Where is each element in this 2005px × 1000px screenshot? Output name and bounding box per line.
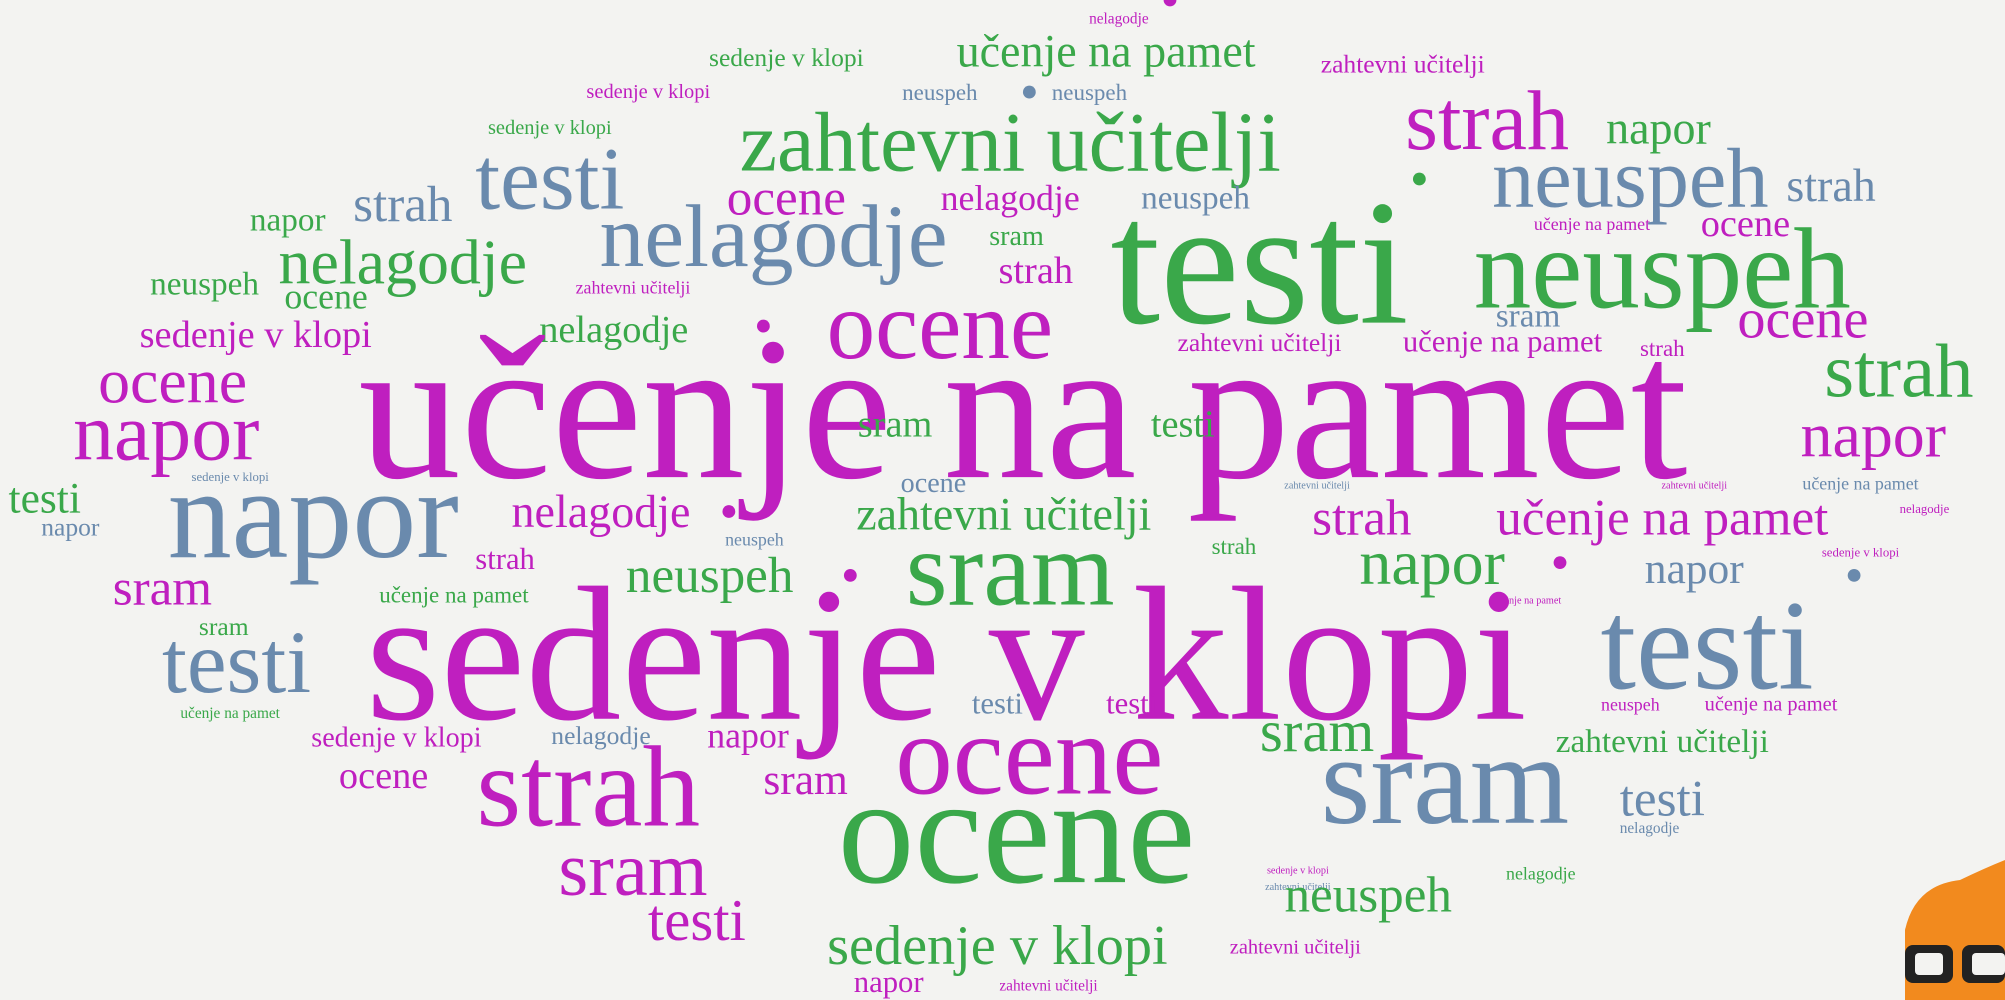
word: napor [41, 512, 100, 541]
word: zahtevni učitelji [1556, 723, 1769, 760]
word: učenje na pamet [180, 705, 280, 722]
dot [722, 505, 735, 518]
word: strah [353, 176, 452, 233]
word: testi [1151, 404, 1215, 446]
word: nelagodje [941, 178, 1080, 218]
logo-lens [1972, 953, 2005, 975]
dot [1554, 556, 1567, 569]
word: sedenje v klopi [1822, 545, 1900, 559]
word: nelagodje [1900, 502, 1950, 516]
dot [1023, 86, 1036, 99]
word: neuspeh [1284, 867, 1452, 924]
dot [1413, 173, 1426, 186]
word: učenje na pamet [1496, 489, 1828, 546]
word: sram [113, 560, 212, 617]
word: sedenje v klopi [311, 722, 481, 753]
word: testi [162, 613, 311, 712]
word: zahtevni učitelji [999, 977, 1097, 994]
word: ocene [838, 746, 1196, 916]
word: testi [648, 888, 746, 953]
word: sram [763, 756, 848, 804]
dot [1848, 569, 1861, 582]
word: ocene [339, 755, 428, 797]
word: napor [854, 965, 924, 999]
word: učenje na pamet [1705, 694, 1838, 716]
word: napor [1801, 399, 1947, 470]
word: sram [1321, 709, 1570, 851]
word: napor [707, 715, 789, 755]
word: zahtevni učitelji [576, 278, 691, 298]
word: neuspeh [1601, 695, 1660, 715]
word: sram [858, 404, 933, 446]
word: sedenje v klopi [709, 43, 864, 72]
word: neuspeh [150, 265, 259, 302]
dot [757, 320, 770, 333]
word: nelagodje [1620, 820, 1680, 837]
logo-lens [1915, 953, 1943, 975]
dot [844, 569, 857, 582]
word-cloud: nelagodjesedenje v klopiučenje na pametz… [0, 0, 2005, 1000]
word: nelagodje [1506, 863, 1576, 883]
word: strah [1786, 160, 1875, 211]
word: sedenje v klopi [586, 81, 710, 103]
word: nelagodje [512, 486, 691, 537]
word: učenje na pamet [957, 26, 1256, 77]
word: ocene [284, 277, 367, 317]
word: sram [989, 221, 1044, 252]
word: zahtevni učitelji [1230, 937, 1361, 959]
